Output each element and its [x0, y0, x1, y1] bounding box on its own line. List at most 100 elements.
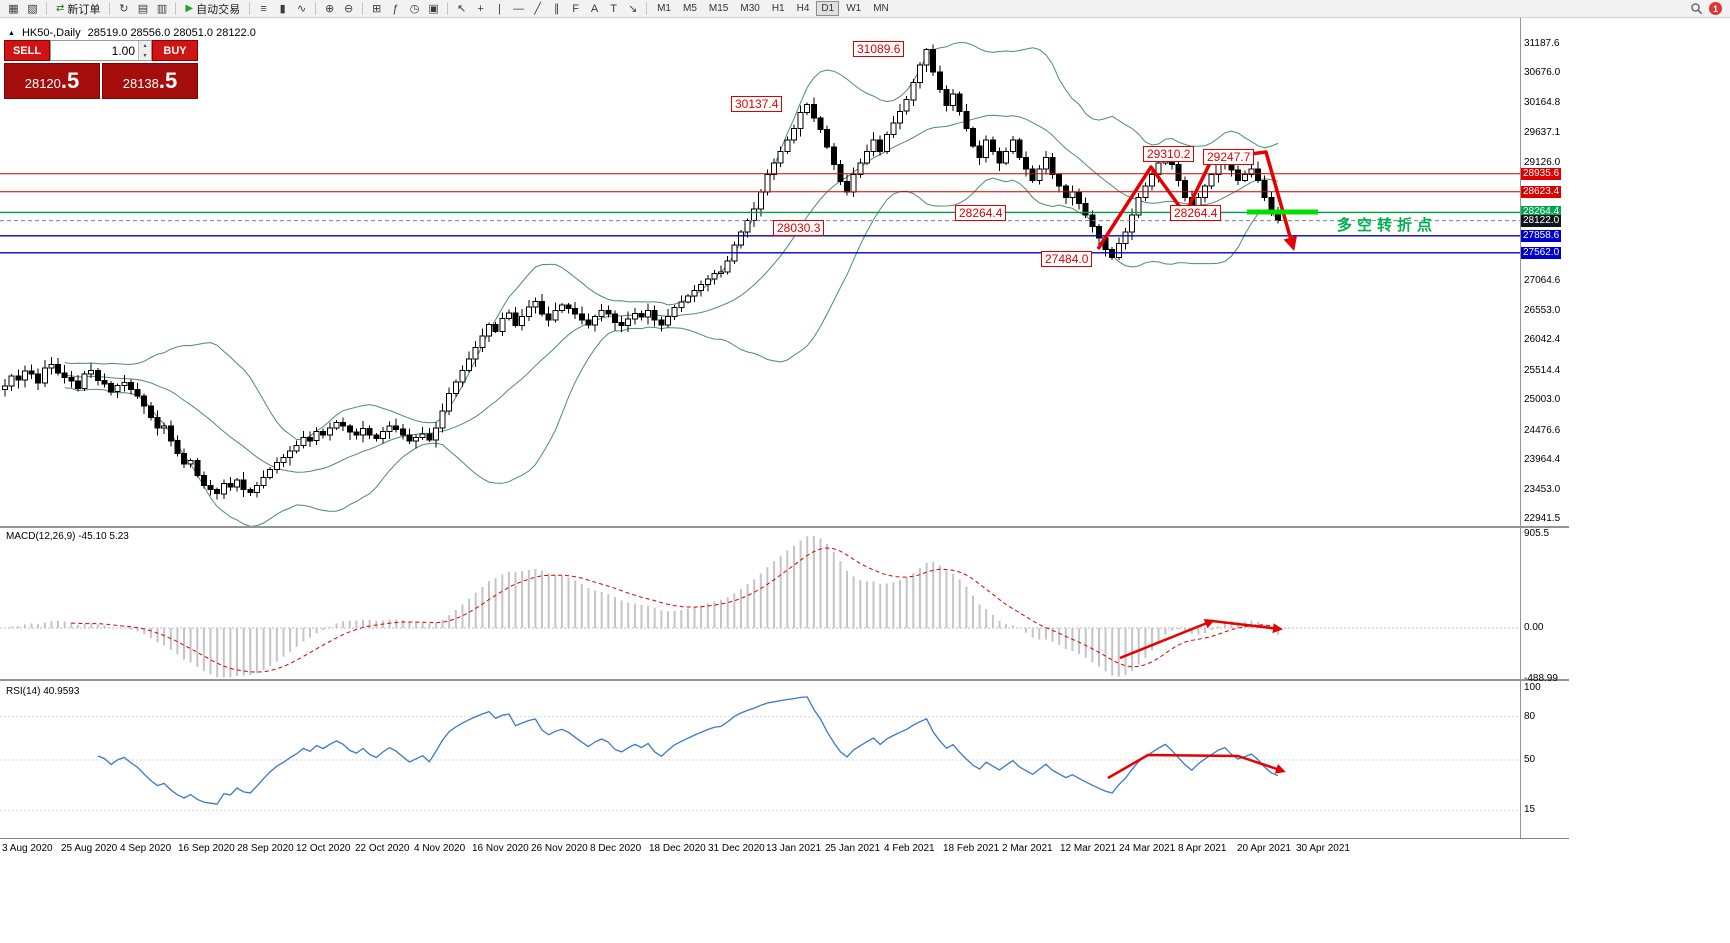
price-axis-label: 25003.0 — [1524, 394, 1561, 405]
market-watch-icon[interactable]: ▤ — [137, 3, 149, 15]
one-click-toggle-icon[interactable]: ▲ — [8, 29, 15, 37]
price-axis-label: 25514.4 — [1524, 365, 1561, 376]
new-order-button-icon: ⇄ — [56, 3, 65, 14]
new-chart-icon[interactable]: ▦ — [8, 3, 19, 15]
templates-icon[interactable]: ▣ — [428, 3, 439, 15]
toolbar-separator — [646, 2, 648, 15]
chart-profiles-icon[interactable]: ▧ — [27, 3, 38, 15]
price-axis-label: 27064.6 — [1524, 275, 1561, 286]
date-label: 24 Mar 2021 — [1119, 843, 1176, 854]
timeframe-m30[interactable]: M30 — [740, 3, 760, 14]
price-annotation: 30137.4 — [731, 96, 783, 112]
line-chart-icon[interactable]: ∿ — [296, 3, 307, 15]
date-label: 13 Jan 2021 — [766, 843, 822, 854]
turning-point-note: 多空转折点 — [1337, 217, 1438, 234]
macd-panel[interactable] — [0, 528, 1520, 679]
fibonacci-icon[interactable]: F — [572, 2, 579, 15]
rsi-panel[interactable] — [0, 681, 1520, 838]
refresh-icon[interactable]: ↻ — [119, 3, 129, 15]
sell-button[interactable]: SELL — [4, 40, 50, 61]
trendline-icon[interactable]: ╱ — [534, 3, 541, 15]
ohlc-values: 28519.0 28556.0 28051.0 28122.0 — [87, 27, 256, 39]
timeframe-mn[interactable]: MN — [873, 3, 889, 14]
price-annotation: 28030.3 — [773, 220, 825, 236]
cursor-icon[interactable]: ↖ — [456, 3, 467, 15]
notification-badge[interactable]: 1 — [1709, 2, 1722, 15]
search-icon[interactable] — [1690, 2, 1703, 15]
price-annotation: 29310.2 — [1143, 146, 1195, 162]
auto-trading-button[interactable]: ▶ 自动交易 — [180, 1, 245, 17]
panel-separator[interactable] — [0, 679, 1569, 681]
price-tag: 27858.6 — [1521, 230, 1562, 242]
price-annotation: 27484.0 — [1041, 251, 1093, 267]
date-label: 20 Apr 2021 — [1237, 843, 1291, 854]
arrows-icon[interactable]: ↘ — [627, 3, 638, 15]
horizontal-line-icon[interactable]: — — [513, 2, 525, 15]
date-label: 4 Feb 2021 — [884, 843, 935, 854]
spinner-down-icon[interactable]: ▾ — [139, 50, 151, 60]
timeframe-w1[interactable]: W1 — [846, 3, 862, 14]
timeframe-m5[interactable]: M5 — [683, 3, 697, 14]
channel-icon[interactable]: ∥ — [553, 3, 560, 15]
toolbar-separator — [249, 2, 251, 15]
timeframe-d1[interactable]: D1 — [816, 1, 840, 16]
price-axis-label: 30164.8 — [1524, 97, 1561, 108]
one-click-trading-panel: SELL 1.00 ▴ ▾ BUY 28120.5 28138.5 — [4, 40, 198, 99]
symbol-period-label: HK50-,Daily — [21, 27, 81, 39]
date-label: 8 Apr 2021 — [1178, 843, 1227, 854]
macd-axis-label: -488.99 — [1524, 673, 1558, 684]
rsi-axis-label: 15 — [1524, 804, 1536, 815]
indicators-icon[interactable]: ƒ — [392, 2, 399, 15]
main-chart[interactable] — [0, 18, 1520, 526]
buy-price-button[interactable]: 28138.5 — [102, 63, 198, 99]
zoom-out-icon[interactable]: ⊖ — [343, 3, 354, 15]
date-label: 16 Sep 2020 — [178, 843, 235, 854]
price-axis: 31187.6 30676.0 30164.8 29637.1 29126.0 27064… — [1521, 0, 1569, 860]
toolbar-right: 1 — [1690, 2, 1722, 15]
price-tag: 28623.4 — [1521, 186, 1562, 198]
candlestick-chart-icon[interactable]: ▮ — [279, 3, 286, 15]
rsi-label: RSI(14) 40.9593 — [6, 686, 80, 697]
volume-spinner[interactable]: ▴ ▾ — [138, 41, 151, 60]
text-icon[interactable]: A — [590, 2, 599, 15]
timeframe-h4[interactable]: H4 — [796, 3, 810, 14]
price-axis-label: 26553.0 — [1524, 305, 1561, 316]
spinner-up-icon[interactable]: ▴ — [139, 41, 151, 51]
panel-separator[interactable] — [0, 526, 1569, 528]
label-icon[interactable]: T — [610, 2, 617, 15]
volume-input[interactable]: 1.00 ▴ ▾ — [50, 40, 152, 61]
date-label: 30 Apr 2021 — [1296, 843, 1350, 854]
buy-price-main: 28138 — [122, 76, 159, 91]
crosshair-icon[interactable]: + — [477, 2, 484, 15]
timeframe-m1[interactable]: M1 — [657, 3, 671, 14]
buy-button[interactable]: BUY — [152, 40, 198, 61]
price-tag: 28935.6 — [1521, 168, 1562, 180]
date-label: 25 Jan 2021 — [825, 843, 881, 854]
timeframe-h1[interactable]: H1 — [771, 3, 785, 14]
auto-trading-button-icon: ▶ — [185, 3, 194, 14]
new-order-button[interactable]: ⇄ 新订单 — [51, 1, 105, 17]
price-axis-label: 23453.0 — [1524, 484, 1561, 495]
bar-chart-icon[interactable]: ≡ — [260, 2, 267, 15]
vertical-line-icon[interactable]: | — [498, 2, 502, 15]
price-axis-label: 29637.1 — [1524, 127, 1561, 138]
price-axis-label: 24476.6 — [1524, 425, 1561, 436]
price-axis-label: 23964.4 — [1524, 454, 1561, 465]
new-order-button-label: 新订单 — [67, 3, 101, 16]
toolbar-separator — [362, 2, 364, 15]
price-annotation: 29247.7 — [1203, 149, 1255, 165]
zoom-in-icon[interactable]: ⊕ — [324, 3, 335, 15]
data-window-icon[interactable]: ▥ — [156, 3, 168, 15]
rsi-axis-label: 80 — [1524, 711, 1536, 722]
price-annotation: 28264.4 — [1170, 205, 1222, 221]
price-tag: 28122.0 — [1521, 215, 1562, 227]
volume-value[interactable]: 1.00 — [111, 43, 135, 58]
periods-icon[interactable]: ◷ — [409, 3, 420, 15]
sell-price-button[interactable]: 28120.5 — [4, 63, 100, 99]
price-axis-label: 22941.5 — [1524, 513, 1561, 524]
toolbar-separator — [109, 2, 111, 15]
tile-windows-icon[interactable]: ⊞ — [371, 3, 382, 15]
timeframe-m15[interactable]: M15 — [708, 3, 729, 14]
